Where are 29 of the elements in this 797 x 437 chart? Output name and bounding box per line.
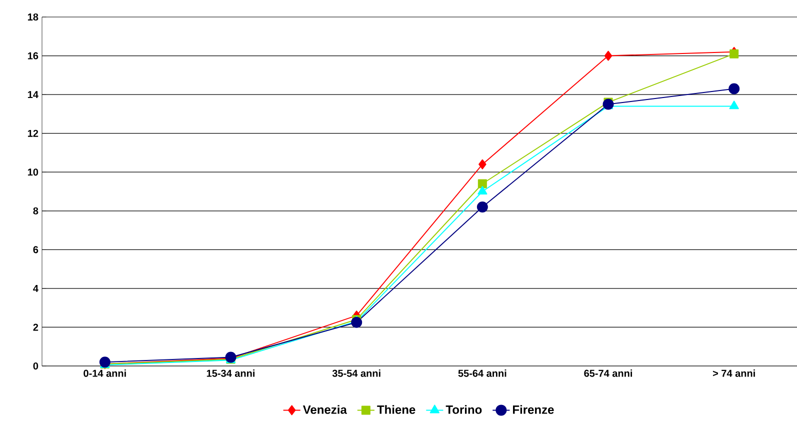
y-tick-label: 2 xyxy=(33,324,38,331)
point xyxy=(476,202,488,213)
point xyxy=(478,186,488,194)
y-tick-label: 12 xyxy=(28,130,38,137)
point xyxy=(728,83,740,94)
y-tick-label: 18 xyxy=(28,13,38,21)
y-tick-label: 4 xyxy=(33,285,38,292)
point xyxy=(478,179,487,188)
point xyxy=(478,159,486,170)
x-tick-label: 15-34 anni xyxy=(206,370,254,377)
point xyxy=(729,100,739,110)
x-tick-label: 55-64 anni xyxy=(458,370,506,377)
x-tick-label: 0-14 anni xyxy=(84,370,126,377)
legend-label: Torino xyxy=(446,405,482,414)
y-tick-label: 14 xyxy=(28,91,38,98)
y-tick-label: 16 xyxy=(28,52,38,60)
legend-label: Firenze xyxy=(513,405,554,414)
x-tick-label: 35-54 anni xyxy=(332,370,380,377)
y-tick-label: 10 xyxy=(28,168,38,176)
x-tick-label: 65-74 anni xyxy=(584,370,632,377)
point xyxy=(730,49,739,58)
y-tick-label: 8 xyxy=(33,207,38,214)
point xyxy=(351,316,362,328)
legend-label: Venezia xyxy=(302,405,347,414)
point xyxy=(604,50,612,61)
y-tick-label: 0 xyxy=(33,362,38,370)
legend-label: Thiene xyxy=(377,405,416,414)
y-tick-label: 6 xyxy=(33,246,38,254)
x-tick-label: > 74 anni xyxy=(712,370,755,377)
